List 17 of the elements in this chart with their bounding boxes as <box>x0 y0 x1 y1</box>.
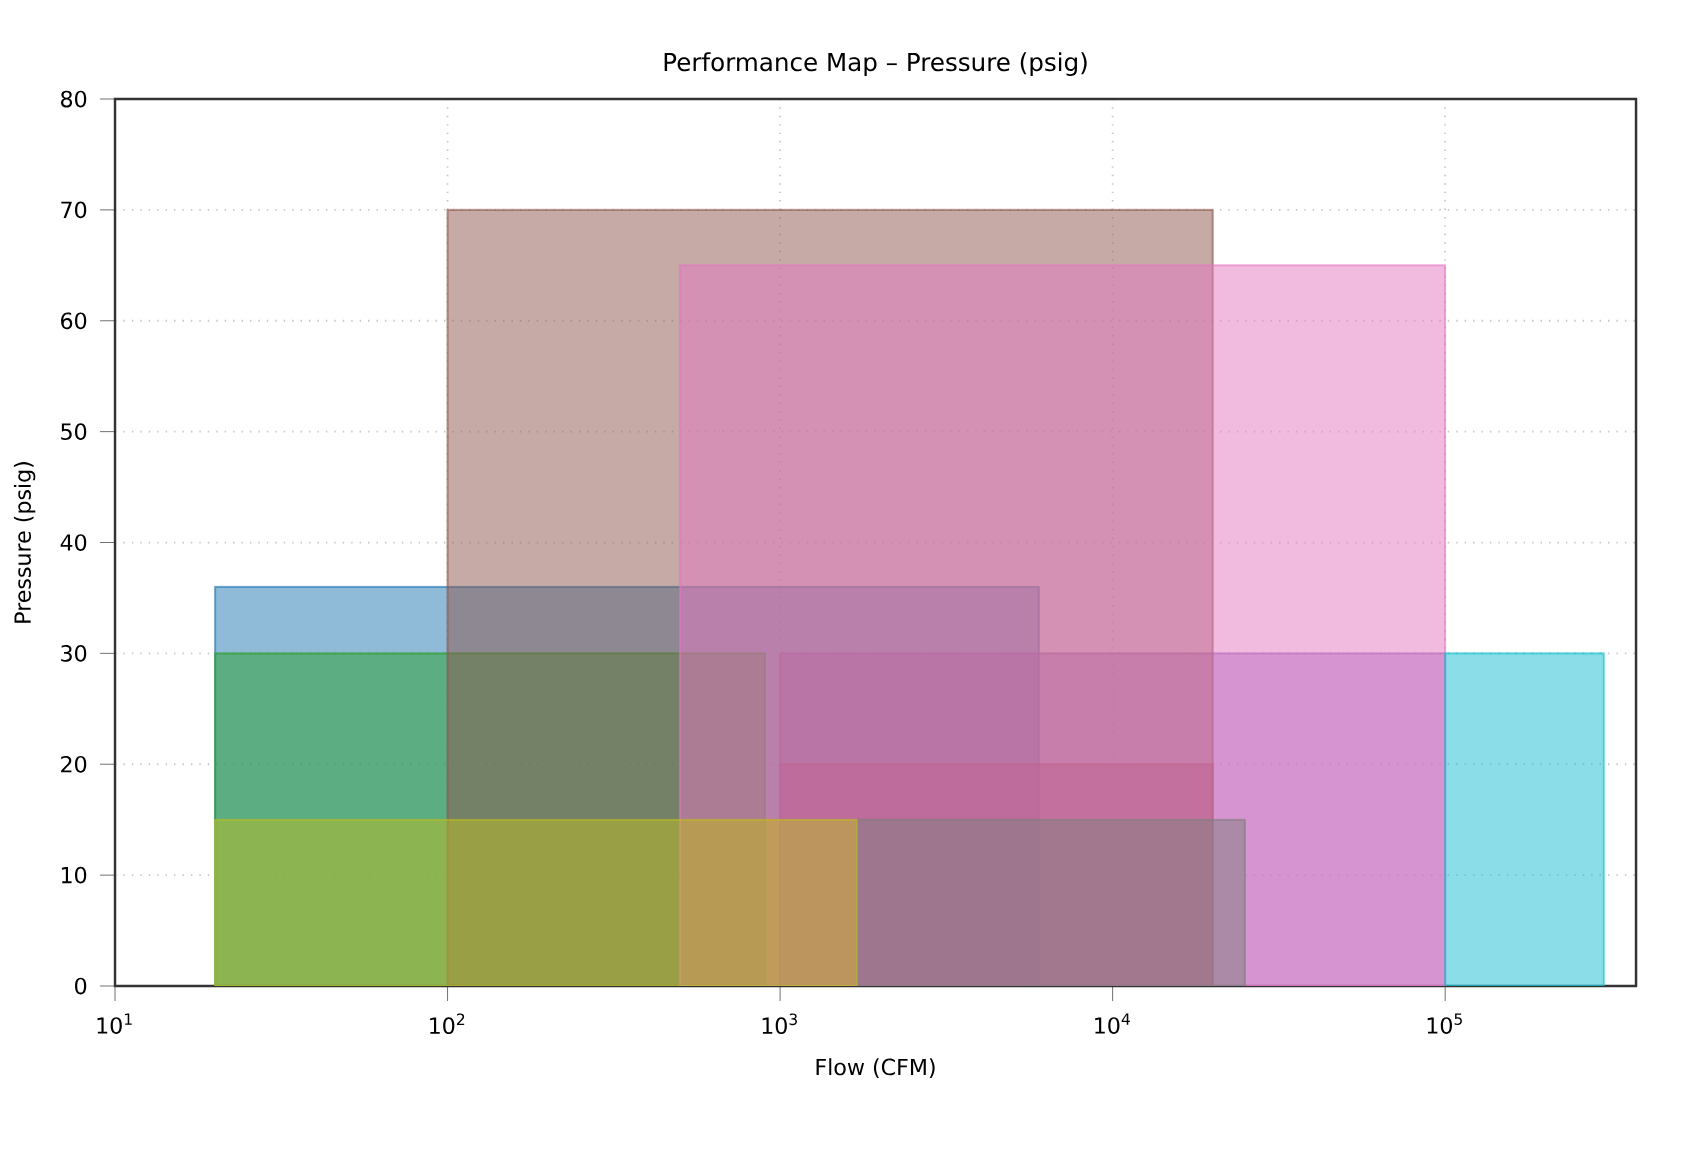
x-tick-label: 10$^{1}$ <box>97 1013 132 1034</box>
y-tick-label: 80 <box>61 90 87 108</box>
y-tick-label: 50 <box>61 423 87 441</box>
y-axis-title: Pressure (psig) <box>13 462 36 623</box>
y-tick-label: 30 <box>61 645 87 662</box>
y-tick-label: 60 <box>61 312 87 330</box>
y-tick-label: 10 <box>61 866 87 884</box>
y-tick-label: 0 <box>75 977 87 995</box>
x-tick-label: 10$^{4}$ <box>1095 1013 1130 1034</box>
y-tick-label: 70 <box>61 201 87 219</box>
y-tick-label: 40 <box>60 534 87 551</box>
x-tick-label: 10$^{2}$ <box>430 1013 465 1035</box>
x-axis-title: Flow (CFM) <box>816 1058 935 1078</box>
x-tick-label: 10$^{5}$ <box>1427 1013 1462 1034</box>
chart-title: Performance Map – Pressure (psig) <box>664 52 1087 77</box>
y-tick-label: 20 <box>61 755 87 773</box>
x-tick-label: 10$^{3}$ <box>762 1013 797 1035</box>
